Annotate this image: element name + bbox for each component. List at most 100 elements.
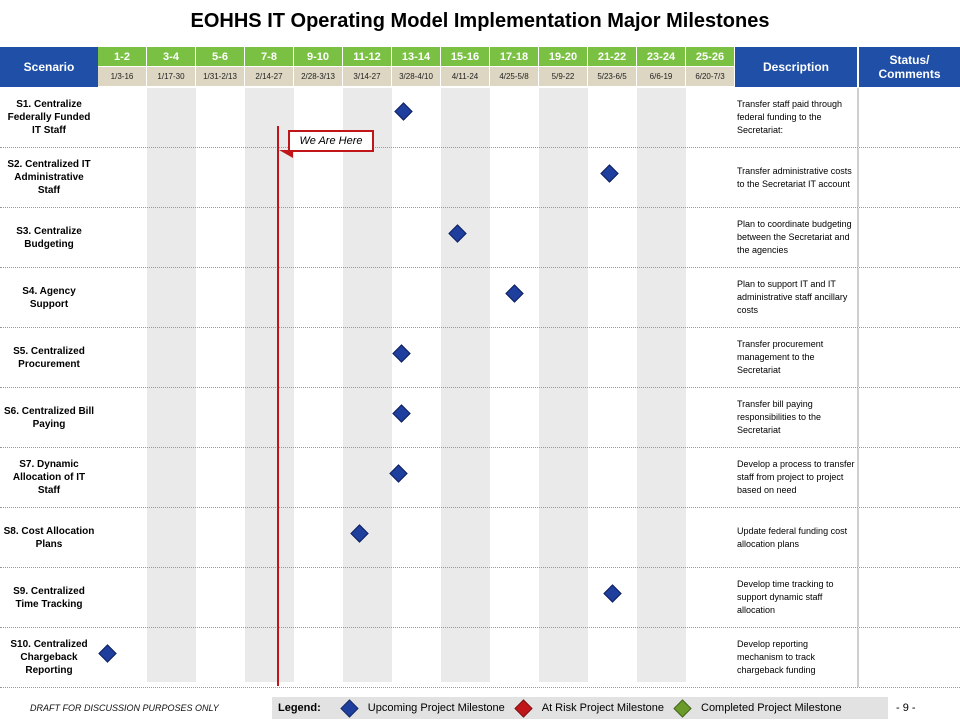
week-header-15-16: 15-16 [441, 47, 489, 66]
scenario-description: Transfer administrative costs to the Sec… [737, 165, 852, 189]
scenario-row: S6. Centralized Bill Paying Transfer bill… [0, 388, 960, 448]
scenario-description: Develop reporting mechanism to track cha… [737, 639, 816, 675]
scenario-description: Develop a process to transfer staff from… [737, 459, 855, 495]
legend-label: At Risk Project Milestone [541, 702, 664, 714]
scenario-row: S9. Centralized Time Tracking Develop tim… [0, 568, 960, 628]
callout-pointer [278, 150, 293, 158]
milestone-diamond-icon[interactable] [389, 464, 409, 483]
milestone-diamond-icon[interactable] [350, 524, 369, 543]
status-divider [857, 208, 859, 267]
milestone-diamond-icon[interactable] [602, 584, 622, 603]
column-shade [637, 88, 686, 682]
column-shade [441, 88, 490, 682]
page-title: EOHHS IT Operating Model Implementation … [190, 10, 770, 32]
we-are-here-callout: We Are Here [288, 130, 374, 152]
draft-notice: DRAFT FOR DISCUSSION PURPOSES ONLY [30, 703, 219, 713]
milestone-diamond-icon[interactable] [392, 344, 411, 363]
week-header-9-10: 9-10 [294, 47, 342, 66]
status-divider [857, 508, 859, 567]
diamond-blue-icon [340, 698, 359, 718]
status-header-line1: Status/ [889, 53, 930, 67]
scenario-column-header: Scenario [0, 47, 98, 87]
scenario-row: S5. Centralized Procurement Transfer proc… [0, 328, 960, 388]
legend: Legend: Upcoming Project Milestone At Ris… [272, 697, 888, 719]
week-dates-19-20: 5/9-22 [539, 67, 587, 86]
week-header-19-20: 19-20 [539, 47, 587, 66]
scenario-label: S5. Centralized Procurement [13, 345, 85, 370]
week-dates-1-2: 1/3-16 [98, 67, 146, 86]
status-divider [857, 268, 859, 327]
week-dates-17-18: 4/25-5/8 [490, 67, 538, 86]
status-divider [857, 448, 859, 507]
description-column-header: Description [735, 47, 857, 87]
scenario-description: Plan to coordinate budgeting between the… [737, 219, 852, 255]
column-shade [147, 88, 196, 682]
scenario-description: Transfer procurement management to the S… [737, 339, 824, 375]
legend-label: Completed Project Milestone [701, 702, 842, 714]
scenario-label: S8. Cost Allocation Plans [3, 525, 95, 550]
column-shade [245, 88, 294, 682]
week-header-23-24: 23-24 [637, 47, 685, 66]
scenario-label: S6. Centralized Bill Paying [3, 405, 95, 430]
week-dates-7-8: 2/14-27 [245, 67, 293, 86]
scenario-description: Plan to support IT and IT administrative… [737, 279, 848, 315]
scenario-row: S10. Centralized Chargeback Reporting Dev… [0, 628, 960, 688]
page-number: - 9 - [896, 702, 916, 714]
scenario-description: Update federal funding cost allocation p… [737, 525, 848, 549]
diamond-green-icon [673, 698, 692, 718]
milestone-diamond-icon[interactable] [98, 644, 117, 663]
status-divider [857, 388, 859, 447]
column-shade [539, 88, 588, 682]
status-divider [857, 328, 859, 387]
milestone-diamond-icon[interactable] [392, 404, 411, 423]
scenario-row: S7. Dynamic Allocation of IT Staff Develo… [0, 448, 960, 508]
week-dates-23-24: 6/6-19 [637, 67, 685, 86]
scenario-row: S1. Centralize Federally Funded IT Staff… [0, 88, 960, 148]
status-divider [857, 568, 859, 627]
scenario-row: S2. Centralized IT Administrative Staff T… [0, 148, 960, 208]
week-dates-15-16: 4/11-24 [441, 67, 489, 86]
week-header-5-6: 5-6 [196, 47, 244, 66]
week-header-1-2: 1-2 [98, 47, 146, 66]
scenario-label: S9. Centralized Time Tracking [13, 585, 85, 610]
week-dates-21-22: 5/23-6/5 [588, 67, 636, 86]
scenario-row: S8. Cost Allocation Plans Update federal … [0, 508, 960, 568]
week-header-7-8: 7-8 [245, 47, 293, 66]
status-column-header: Status/ Comments [859, 47, 960, 87]
status-divider [857, 88, 859, 147]
week-header-13-14: 13-14 [392, 47, 440, 66]
scenario-row: S3. Centralize Budgeting Plan to coordina… [0, 208, 960, 268]
scenario-description: Develop time tracking to support dynamic… [737, 579, 834, 615]
milestone-diamond-icon[interactable] [600, 164, 619, 183]
week-dates-3-4: 1/17-30 [147, 67, 195, 86]
milestone-diamond-icon[interactable] [394, 102, 413, 121]
status-header-line2: Comments [878, 67, 941, 81]
legend-title: Legend: [278, 702, 321, 714]
week-dates-9-10: 2/28-3/13 [294, 67, 342, 86]
status-divider [857, 628, 859, 687]
week-dates-11-12: 3/14-27 [343, 67, 391, 86]
scenario-label: S4. Agency Support [22, 285, 76, 310]
status-divider [857, 148, 859, 207]
scenario-label: S3. Centralize Budgeting [16, 225, 82, 250]
week-header-11-12: 11-12 [343, 47, 391, 66]
scenario-label: S2. Centralized IT Administrative Staff [7, 159, 91, 196]
milestone-diamond-icon[interactable] [448, 224, 467, 243]
column-shade [343, 88, 392, 682]
week-dates-25-26: 6/20-7/3 [686, 67, 734, 86]
current-date-line [276, 126, 279, 686]
week-header-17-18: 17-18 [490, 47, 538, 66]
scenario-description: Transfer bill paying responsibilities to… [737, 399, 822, 435]
week-header-3-4: 3-4 [147, 47, 195, 66]
scenario-label: S10. Centralized Chargeback Reporting [10, 639, 88, 676]
week-dates-13-14: 3/28-4/10 [392, 67, 440, 86]
scenario-label: S7. Dynamic Allocation of IT Staff [12, 459, 86, 496]
scenario-description: Transfer staff paid through federal fund… [737, 99, 843, 135]
scenario-label: S1. Centralize Federally Funded IT Staff [7, 99, 91, 136]
week-dates-5-6: 1/31-2/13 [196, 67, 244, 86]
legend-label: Upcoming Project Milestone [367, 702, 505, 714]
week-header-21-22: 21-22 [588, 47, 636, 66]
diamond-red-icon [514, 698, 533, 718]
scenario-row: S4. Agency Support Plan to support IT and… [0, 268, 960, 328]
milestone-diamond-icon[interactable] [504, 284, 524, 303]
